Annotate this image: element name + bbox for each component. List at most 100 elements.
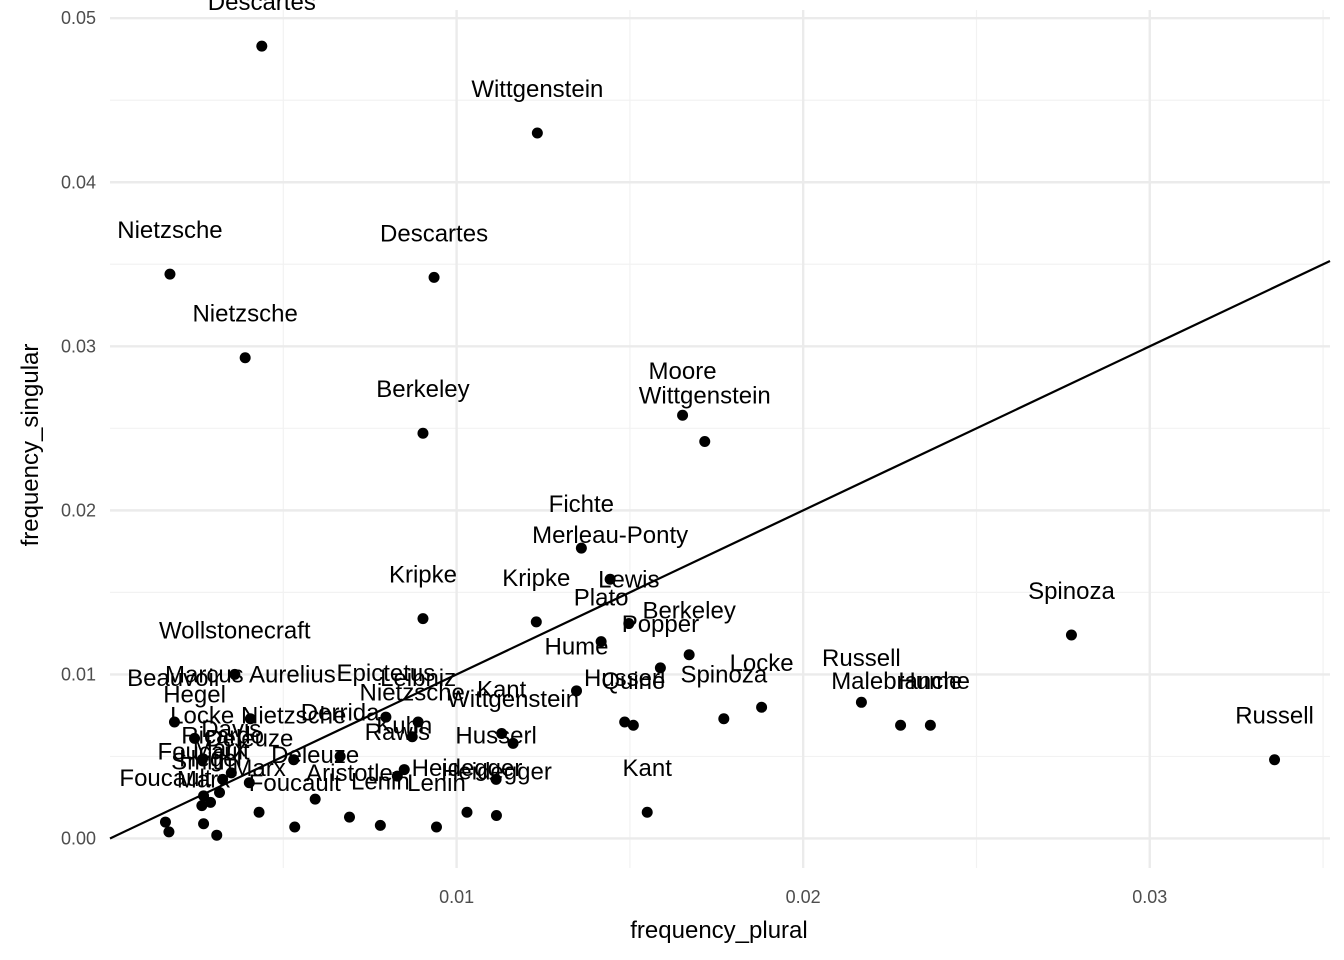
point-hume [924,719,936,731]
point-leibniz [412,716,424,728]
y-tick-label: 0.05 [61,8,96,28]
label-marx: Marx [177,767,230,794]
y-tick-label: 0.01 [61,664,96,684]
label-foucault: Foucault [119,765,211,792]
point-heidegger [490,810,502,822]
label-merleau-ponty: Merleau-Ponty [532,522,688,549]
point-foucault [163,826,175,838]
label-descartes: Descartes [208,0,316,16]
label-heidegger: Heidegger [412,755,523,782]
point-beauvoir [168,716,180,728]
label-beauvoir: Beauvoir [127,665,222,692]
point-lenin [374,819,386,831]
label-nietzsche: Nietzsche [360,680,465,707]
label-locke: Locke [730,650,794,677]
point-marx [211,829,223,841]
point-berkeley [417,427,429,439]
point-kripke [417,613,429,625]
x-axis-ticks: 0.01 0.02 0.03 [439,887,1167,907]
label-wollstonecraft: Wollstonecraft [159,617,311,644]
reference-line [109,260,1331,840]
point-nietzsche [406,731,418,743]
x-tick-label: 0.02 [786,887,821,907]
label-rawls: Rawls [365,719,430,746]
label-heidegger: Heidegger [441,758,552,785]
points-layer [159,40,1281,841]
label-hume: Hume [544,634,608,661]
label-locke: Locke [170,703,234,730]
point-nietzsche [288,754,300,766]
label-leibniz: Leibniz [380,665,456,692]
y-axis-ticks: 0.00 0.01 0.02 0.03 0.04 0.05 [61,8,96,848]
label-berkeley: Berkeley [642,598,735,625]
point-hegel [189,732,201,744]
point-foucault [159,816,171,828]
label-hegel: Hegel [163,681,226,708]
point-wittgenstein [531,127,543,139]
label-quine: Quine [601,668,665,695]
point-wittgenstein [699,435,711,447]
label-deleuze: Deleuze [271,742,359,769]
point-marx [214,787,226,799]
x-tick-label: 0.01 [439,887,474,907]
label-malebranche: Malebranche [831,668,970,695]
point-foucault [198,790,210,802]
label-russell: Russell [822,645,901,672]
label-descartes: Descartes [380,220,488,247]
point-smith [196,800,208,812]
point-berkeley [683,649,695,661]
label-derrida: Derrida [301,699,380,726]
y-tick-label: 0.02 [61,500,96,520]
label-marcus-aurelius: Marcus Aurelius [165,662,336,689]
label-hegel: Hegel [179,745,242,772]
point-spinoza [1065,629,1077,641]
label-hume: Hume [898,668,962,695]
label-epictetus: Epictetus [337,660,436,687]
label-spinoza: Spinoza [680,662,767,689]
point-nietzsche [239,352,251,364]
point-kuhn [398,764,410,776]
label-nietzsche: Nietzsche [117,217,222,244]
point-russell [855,696,867,708]
label-kant: Kant [477,676,527,703]
point-russell [1269,754,1281,766]
label-kant: Kant [623,755,673,782]
label-nietzsche: Nietzsche [241,703,346,730]
point-labels-layer: Descartes Wittgenstein Nietzsche Descartes N… [117,0,1314,797]
label-foucault: Foucault [158,739,250,766]
point-husserl [619,716,631,728]
point-derrida [334,750,346,762]
point-quine [627,719,639,731]
point-malebranche [895,719,907,731]
point-kant [641,806,653,818]
major-gridlines [110,10,1330,868]
label-spinoza: Spinoza [1028,578,1115,605]
point-descartes [428,271,440,283]
point-locke [196,754,208,766]
label-kuhn: Kuhn [376,712,432,739]
label-deleuze: Deleuze [205,726,293,753]
point-popper [654,662,666,674]
point-spinoza [718,713,730,725]
x-tick-label: 0.03 [1132,887,1167,907]
point-descartes [256,40,268,52]
label-wittgenstein: Wittgenstein [639,383,771,410]
y-axis-title: frequency_singular [17,344,44,547]
y-tick-label: 0.04 [61,172,96,192]
label-wittgenstein: Wittgenstein [471,76,603,103]
point-aristotle [343,811,355,823]
point-lewis [623,618,635,630]
label-lenin: Lenin [407,770,466,797]
point-ricardo [217,773,229,785]
point-fichte [575,542,587,554]
point-lenin [430,821,442,833]
point-wittgenstein [507,737,519,749]
point-epictetus [380,711,392,723]
label-aristotle: Aristotle [306,760,393,787]
y-tick-label: 0.03 [61,336,96,356]
point-foucault [289,821,301,833]
point-wollstonecraft [229,668,241,680]
point-heidegger [461,806,473,818]
y-tick-label: 0.00 [61,828,96,848]
